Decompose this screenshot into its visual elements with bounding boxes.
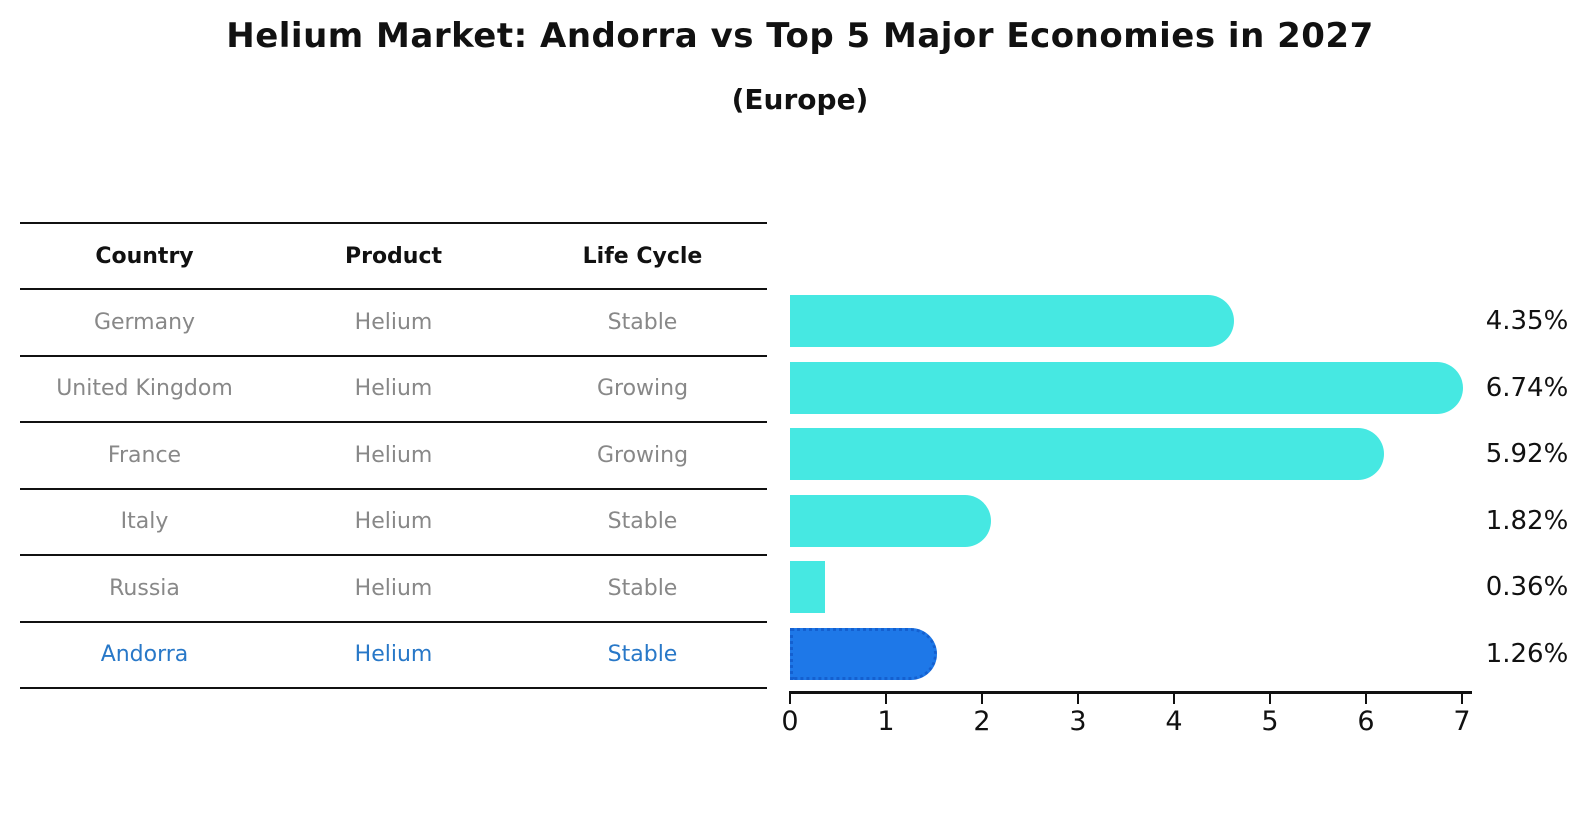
value-label-italy: 1.82% — [1485, 505, 1569, 536]
cell-product: Helium — [354, 575, 433, 601]
chart-title: Helium Market: Andorra vs Top 5 Major Ec… — [226, 16, 1374, 56]
bar-united-kingdom — [790, 361, 1464, 414]
cell-life-cycle: Stable — [607, 309, 678, 335]
value-label-andorra: 1.26% — [1485, 638, 1569, 669]
bar-france — [790, 428, 1385, 480]
cell-country: Andorra — [100, 642, 189, 668]
cell-product: Helium — [354, 642, 433, 668]
cell-life-cycle: Stable — [607, 509, 678, 535]
cell-country: Germany — [93, 309, 196, 335]
cell-product: Helium — [354, 309, 433, 335]
bar-row — [790, 554, 1462, 621]
table-header-product: Product — [344, 243, 443, 269]
bar-russia — [790, 561, 825, 613]
chart-subtitle: (Europe) — [731, 83, 869, 116]
x-tick — [1461, 694, 1463, 704]
cell-country: France — [107, 442, 182, 468]
bar-plot — [790, 288, 1464, 688]
bar-row — [790, 355, 1464, 422]
cell-country: Russia — [109, 575, 180, 601]
table-row-andorra: Andorra Helium Stable — [20, 623, 767, 689]
value-label-united-kingdom: 6.74% — [1485, 372, 1569, 403]
cell-life-cycle: Growing — [596, 376, 689, 402]
cell-life-cycle: Stable — [607, 642, 678, 668]
x-tick-label: 3 — [1069, 706, 1087, 737]
table-body: Germany Helium Stable United Kingdom Helium G… — [20, 290, 767, 689]
x-tick — [789, 694, 791, 704]
cell-life-cycle: Stable — [607, 575, 678, 601]
x-tick-label: 2 — [973, 706, 991, 737]
table-row-united-kingdom: United Kingdom Helium Growing — [20, 357, 767, 423]
table-header-row: Country Product Life Cycle — [20, 222, 767, 290]
x-axis: 0 1 2 3 4 5 6 7 — [781, 691, 1472, 751]
value-label-russia: 0.36% — [1485, 572, 1569, 603]
table-row-france: France Helium Growing — [20, 423, 767, 490]
x-tick-label: 0 — [781, 706, 799, 737]
country-table: Country Product Life Cycle Germany Helium… — [20, 222, 767, 689]
cell-product: Helium — [354, 376, 433, 402]
bar-row — [790, 288, 1462, 355]
bar-germany — [790, 295, 1234, 347]
value-label-germany: 4.35% — [1485, 306, 1569, 337]
table-row-italy: Italy Helium Stable — [20, 490, 767, 556]
x-tick-label: 5 — [1261, 706, 1279, 737]
bar-row — [790, 421, 1462, 488]
table-header-country: Country — [95, 243, 194, 269]
cell-country: United Kingdom — [56, 376, 233, 402]
x-tick — [981, 694, 983, 704]
bar-row — [790, 621, 1462, 688]
bar-row — [790, 488, 1462, 555]
value-labels: 4.35% 6.74% 5.92% 1.82% 0.36% 1.26% — [1472, 288, 1582, 687]
x-tick-label: 7 — [1453, 706, 1471, 737]
x-tick-label: 4 — [1165, 706, 1183, 737]
cell-country: Italy — [120, 509, 169, 535]
cell-product: Helium — [354, 442, 433, 468]
table-row-germany: Germany Helium Stable — [20, 290, 767, 357]
table-row-russia: Russia Helium Stable — [20, 556, 767, 623]
x-tick — [1365, 694, 1367, 704]
bar-andorra — [790, 627, 937, 680]
bar-italy — [790, 494, 991, 547]
cell-product: Helium — [354, 509, 433, 535]
x-tick — [1173, 694, 1175, 704]
x-tick — [1077, 694, 1079, 704]
table-header-life-cycle: Life Cycle — [582, 243, 703, 269]
value-label-france: 5.92% — [1485, 439, 1569, 470]
x-tick-label: 6 — [1357, 706, 1375, 737]
x-tick — [1269, 694, 1271, 704]
cell-life-cycle: Growing — [596, 442, 689, 468]
x-tick-label: 1 — [877, 706, 895, 737]
x-axis-line — [789, 691, 1472, 694]
x-tick — [885, 694, 887, 704]
